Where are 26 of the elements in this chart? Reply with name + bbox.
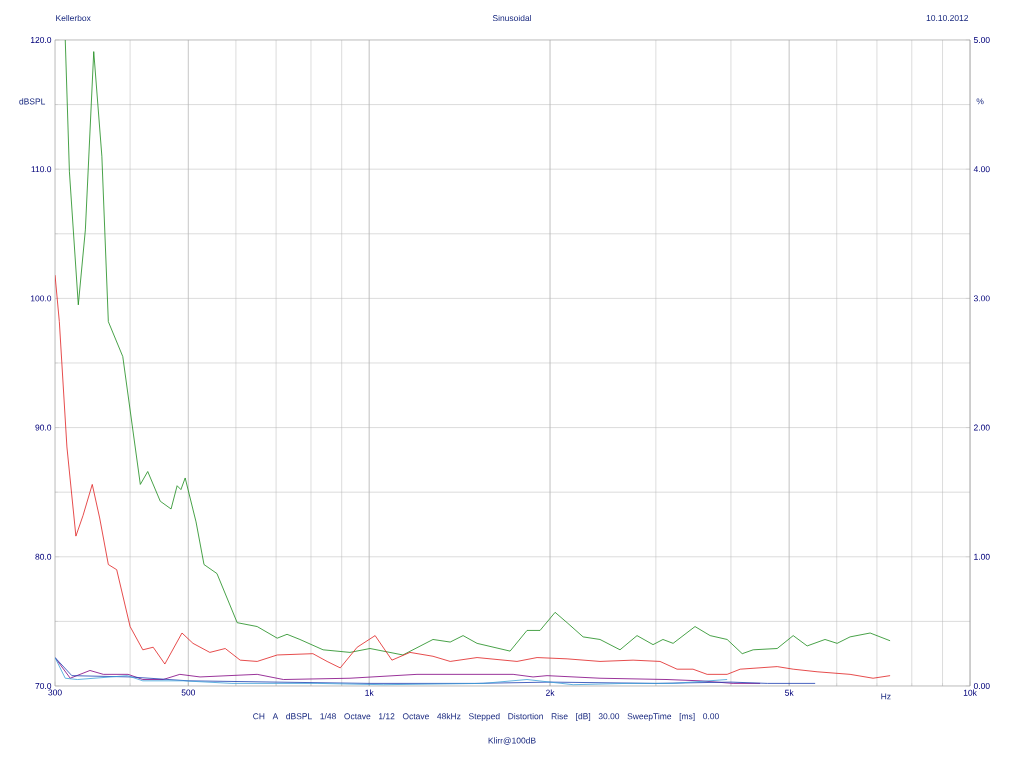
x-tick-label: 10k (963, 689, 977, 696)
y-tick-label: 100.0 (30, 295, 52, 302)
y2-tick-label: 4.00 (973, 166, 990, 173)
text: 10.10.2012 (926, 15, 969, 21)
y-axis-title: dBSPL (19, 98, 46, 105)
text: Kellerbox (56, 14, 91, 22)
y2-tick-label: 3.00 (973, 295, 990, 302)
y2-tick-label: 2.00 (973, 424, 990, 431)
y2-tick-label: 0.00 (973, 682, 990, 689)
y-tick-label: 90.0 (35, 424, 52, 431)
x-tick-label: 5k (785, 689, 794, 696)
y-tick-label: 80.0 (35, 553, 52, 560)
chart-title: Sinusoidal (492, 14, 531, 22)
x-axis-title: Hz (881, 693, 891, 700)
text: CH A dBSPL 1/48 Octave 1/12 Octave 48kHz Stepped Distortion Rise [dB] 30.00 SweepTime [ms] 0.00 (253, 713, 719, 721)
x-tick-label: 2k (545, 689, 555, 696)
y-tick-label: 120.0 (30, 36, 52, 43)
y2-tick-label: 1.00 (974, 553, 990, 560)
y-tick-label: 110.0 (31, 166, 52, 173)
x-tick-label: 1k (365, 689, 374, 696)
y-tick-label: 70.0 (35, 682, 52, 689)
y2-tick-label: 5.00 (973, 36, 990, 43)
x-tick-label: 300 (48, 689, 62, 696)
y2-axis-title: % (976, 98, 984, 105)
text: Klirr@100dB (488, 737, 536, 745)
x-tick-label: 500 (181, 689, 196, 696)
